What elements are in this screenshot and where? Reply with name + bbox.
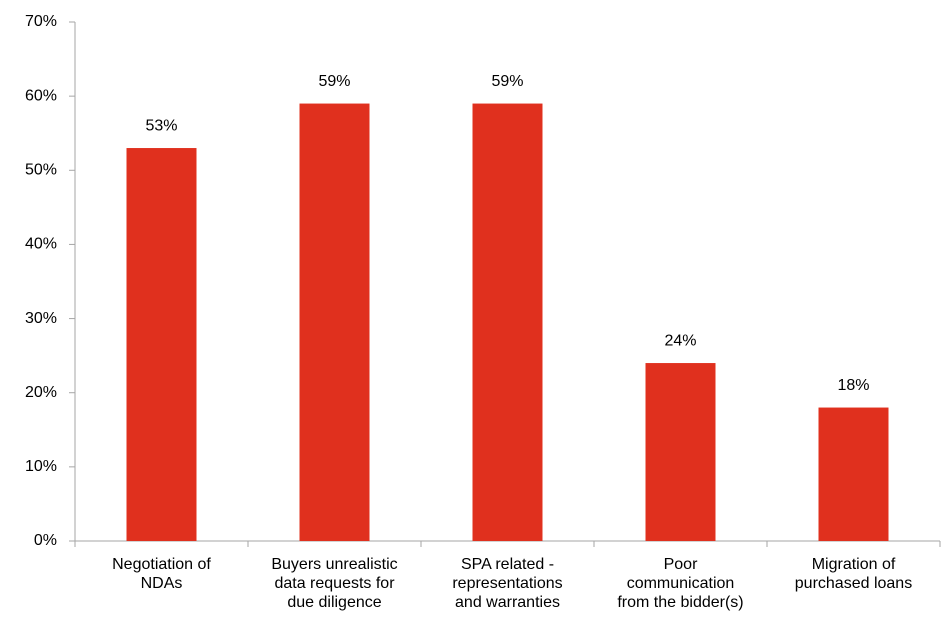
- data-label: 59%: [491, 73, 523, 90]
- x-tick-label: Poor communication from the bidder(s): [617, 556, 743, 611]
- y-tick-label: 40%: [25, 236, 57, 253]
- y-tick-label: 50%: [25, 162, 57, 179]
- data-label: 24%: [664, 332, 696, 349]
- bar: [645, 363, 716, 541]
- bar: [818, 407, 889, 541]
- bar: [472, 103, 543, 542]
- x-tick-label: Buyers unrealistic data requests for due d…: [271, 556, 397, 611]
- data-label: 18%: [837, 377, 869, 394]
- y-tick-label: 60%: [25, 87, 57, 104]
- y-tick-label: 30%: [25, 310, 57, 327]
- x-tick-label: Negotiation of NDAs: [112, 556, 211, 592]
- x-tick-label: SPA related -representations and warranti…: [452, 556, 562, 611]
- bar: [126, 148, 197, 542]
- data-label: 53%: [145, 117, 177, 134]
- bar: [299, 103, 370, 542]
- data-label: 59%: [318, 73, 350, 90]
- x-tick-label: Migration of purchased loans: [795, 556, 912, 592]
- y-tick-label: 10%: [25, 458, 57, 475]
- y-tick-label: 70%: [25, 13, 57, 30]
- y-tick-label: 20%: [25, 384, 57, 401]
- y-tick-label: 0%: [34, 532, 57, 549]
